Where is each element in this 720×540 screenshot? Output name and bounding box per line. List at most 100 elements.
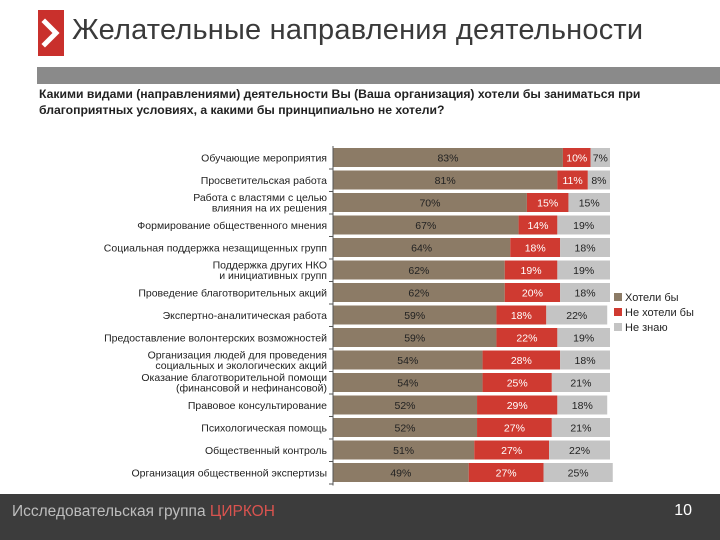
- data-label: 19%: [573, 265, 594, 277]
- footer-bar: Исследовательская группа ЦИРКОН 10: [0, 494, 720, 540]
- category-label: Просветительская работа: [201, 175, 327, 187]
- data-label: 8%: [591, 175, 606, 187]
- bar-segment: [543, 463, 613, 482]
- bar-segment: [518, 215, 558, 235]
- data-label: 54%: [397, 355, 418, 367]
- page-number: 10: [674, 502, 692, 519]
- data-label: 52%: [395, 400, 416, 412]
- bar-segment: [526, 193, 569, 212]
- data-label: 27%: [496, 468, 517, 480]
- data-label: 59%: [404, 310, 425, 322]
- bar-segment: [546, 305, 608, 325]
- bar-segment: [557, 260, 610, 280]
- data-label: 54%: [397, 378, 418, 390]
- data-label: 70%: [419, 198, 440, 210]
- data-label: 19%: [573, 220, 594, 232]
- data-label: 21%: [570, 423, 591, 435]
- footer-brand: Исследовательская группа ЦИРКОН: [12, 503, 275, 521]
- data-label: 18%: [575, 243, 596, 255]
- bar-segment: [590, 148, 610, 167]
- data-label: 62%: [408, 265, 429, 277]
- data-label: 81%: [435, 175, 456, 187]
- bar-segment: [482, 350, 561, 370]
- data-label: 25%: [568, 468, 589, 480]
- bar-segment: [560, 238, 610, 257]
- bar-segment: [333, 170, 558, 190]
- data-label: 62%: [408, 288, 429, 300]
- data-label: 25%: [507, 378, 528, 390]
- category-label: Проведение благотворительных акций: [138, 288, 327, 300]
- bar-segment: [477, 395, 558, 415]
- data-label: 67%: [415, 220, 436, 232]
- legend-swatch: [614, 308, 622, 316]
- logo-chevron-icon: [38, 10, 64, 56]
- data-label: 64%: [411, 243, 432, 255]
- stacked-bar-chart: 83% 10% 7% Обучающие мероприятия 81% 11% 8% Про…: [104, 146, 694, 486]
- data-label: 22%: [569, 445, 590, 457]
- data-label: 15%: [537, 198, 558, 210]
- survey-question: Какими видами (направлениями) деятельнос…: [39, 87, 641, 117]
- data-label: 83%: [437, 153, 458, 165]
- bar-segment: [587, 170, 610, 190]
- data-label: 29%: [507, 400, 528, 412]
- bar-segment: [333, 238, 511, 257]
- bar-segment: [474, 440, 550, 460]
- category-label: Предоставление волонтерских возможностей: [104, 333, 327, 345]
- data-label: 19%: [573, 333, 594, 345]
- title-divider-bar: [37, 67, 720, 84]
- brand-prefix: Исследовательская группа: [12, 503, 210, 520]
- bar-segment: [496, 328, 558, 347]
- data-label: 18%: [525, 243, 546, 255]
- data-label: 22%: [566, 310, 587, 322]
- data-label: 59%: [404, 333, 425, 345]
- bar-segment: [333, 350, 483, 370]
- data-label: 28%: [511, 355, 532, 367]
- data-label: 10%: [566, 153, 587, 165]
- bar-segment: [504, 260, 558, 280]
- bar-segment: [560, 350, 610, 370]
- bar-segment: [551, 418, 610, 437]
- bar-segment: [551, 373, 610, 392]
- bar-segment: [333, 305, 497, 325]
- category-label: Оказание благотворительной помощи (финанс…: [141, 372, 327, 395]
- bar-segment: [496, 305, 547, 325]
- data-label: 11%: [562, 175, 582, 187]
- data-label: 18%: [511, 310, 532, 322]
- bar-segment: [557, 170, 588, 190]
- bar-segment: [333, 283, 505, 302]
- bar-segment: [504, 283, 561, 302]
- category-label: Экспертно-аналитическая работа: [163, 310, 328, 322]
- page-title: Желательные направления деятельности: [72, 14, 644, 46]
- data-label: 27%: [504, 423, 525, 435]
- bar-segment: [477, 418, 552, 437]
- data-label: 14%: [527, 220, 548, 232]
- category-label: Организация общественной экспертизы: [131, 468, 327, 480]
- bar-segment: [333, 395, 478, 415]
- bar-segment: [568, 193, 610, 212]
- legend-label: Не хотели бы: [625, 307, 694, 319]
- legend-swatch: [614, 293, 622, 301]
- bar-segment: [333, 193, 527, 212]
- data-label: 18%: [575, 288, 596, 300]
- data-label: 49%: [390, 468, 411, 480]
- bar-segment: [468, 463, 544, 482]
- category-label: Поддержка других НКО и инициативных групп: [213, 260, 327, 283]
- data-label: 52%: [395, 423, 416, 435]
- category-label: Психологическая помощь: [201, 423, 327, 435]
- data-label: 18%: [575, 355, 596, 367]
- data-label: 27%: [501, 445, 522, 457]
- category-label: Организация людей для проведения социальн…: [148, 350, 328, 373]
- data-label: 19%: [521, 265, 542, 277]
- bar-segment: [333, 440, 475, 460]
- data-label: 7%: [593, 153, 608, 165]
- data-label: 20%: [522, 288, 543, 300]
- bar-segment: [333, 463, 469, 482]
- bar-segment: [333, 418, 478, 437]
- bar-segment: [333, 148, 563, 167]
- category-label: Обучающие мероприятия: [201, 153, 327, 165]
- bar-segment: [510, 238, 561, 257]
- data-label: 22%: [516, 333, 537, 345]
- data-label: 21%: [570, 378, 591, 390]
- bar-segment: [333, 328, 497, 347]
- category-label: Работа с властями с целью влияния на их р…: [193, 192, 327, 215]
